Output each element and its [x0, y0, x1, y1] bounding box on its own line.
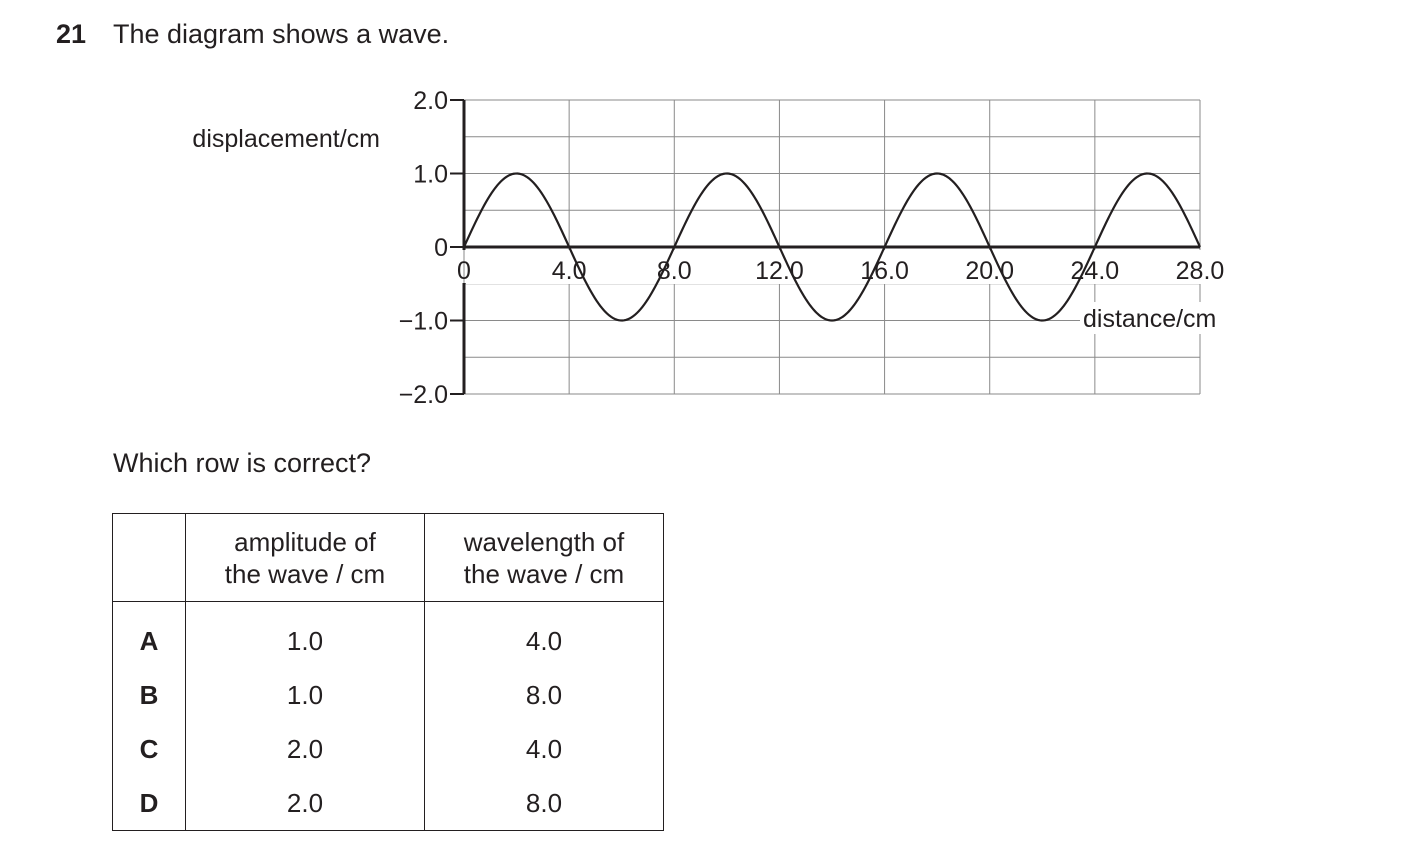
wave-line: [462, 172, 1202, 322]
table-row[interactable]: B 1.0 8.0: [112, 668, 664, 722]
wave-diagram: 2.01.00−1.0−2.00 4.0 8.0 12.0 16.0 20.0 24.0 28…: [192, 87, 1244, 409]
y-tick-label: 0: [434, 234, 448, 262]
header-amplitude-line2: the wave / cm: [224, 558, 386, 589]
wavelength-cell: 4.0: [424, 722, 664, 776]
wavelength-cell: 8.0: [424, 776, 664, 831]
y-axis-label: displacement/cm: [192, 125, 380, 153]
row-label: B: [112, 668, 186, 722]
row-label: C: [112, 722, 186, 776]
answer-table: amplitude of the wave / cm wavelength of…: [112, 513, 664, 831]
y-tick-label: 1.0: [413, 161, 448, 189]
row-label: A: [112, 601, 186, 668]
header-wavelength-line2: the wave / cm: [463, 558, 625, 589]
header-amplitude: amplitude of the wave / cm: [185, 513, 425, 602]
xtick-label-band: [466, 250, 1242, 284]
wavelength-cell: 4.0: [424, 601, 664, 668]
y-tick-label: 2.0: [413, 87, 448, 115]
x-axis-label-bg: [1080, 302, 1244, 334]
table-row[interactable]: C 2.0 4.0: [112, 722, 664, 776]
amplitude-cell: 2.0: [185, 722, 425, 776]
question-prompt: Which row is correct?: [113, 448, 372, 478]
question-text: The diagram shows a wave.: [113, 19, 450, 49]
header-amplitude-line1: amplitude of: [234, 526, 376, 557]
header-blank: [112, 513, 186, 602]
y-tick-label: −1.0: [399, 308, 448, 336]
y-tick-label: −2.0: [399, 381, 448, 409]
header-wavelength-line1: wavelength of: [463, 526, 625, 557]
x-tick-label: 28.0: [1176, 257, 1225, 285]
table-row[interactable]: D 2.0 8.0: [112, 776, 664, 831]
x-tick-label: 0: [457, 257, 471, 285]
question-number: 21: [56, 19, 87, 49]
amplitude-cell: 1.0: [185, 668, 425, 722]
table-header-row: amplitude of the wave / cm wavelength of…: [112, 513, 664, 602]
amplitude-cell: 1.0: [185, 601, 425, 668]
header-wavelength: wavelength of the wave / cm: [424, 513, 664, 602]
row-label: D: [112, 776, 186, 831]
table-row[interactable]: A 1.0 4.0: [112, 601, 664, 668]
wavelength-cell: 8.0: [424, 668, 664, 722]
amplitude-cell: 2.0: [185, 776, 425, 831]
x-axis-label: distance/cm: [1083, 305, 1216, 333]
